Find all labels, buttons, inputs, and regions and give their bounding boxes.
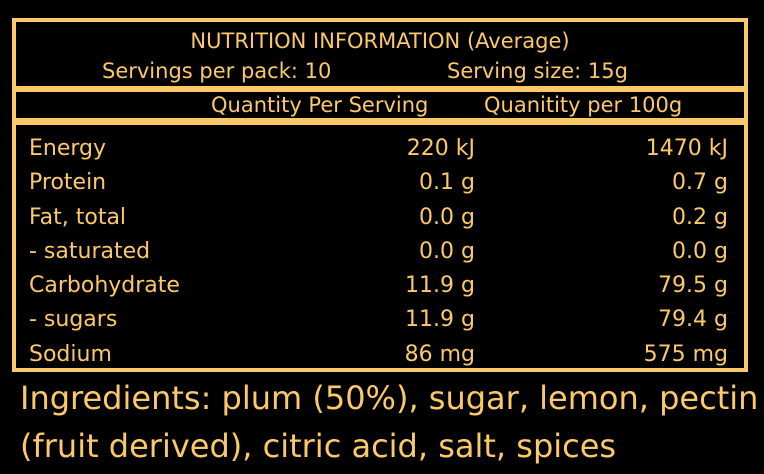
panel-title: NUTRITION INFORMATION (Average) <box>190 29 570 53</box>
nutrient-rows: Energy 220 kJ 1470 kJ Protein 0.1 g 0.7 … <box>16 132 744 372</box>
servings-per-pack: Servings per pack: 10 <box>102 59 332 83</box>
column-header-divider <box>16 118 744 125</box>
nutrient-label: Sodium <box>29 341 112 367</box>
ingredients-text: Ingredients: plum (50%), sugar, lemon, p… <box>20 379 759 465</box>
per-serving-value: 86 mg <box>404 341 475 367</box>
panel-header: NUTRITION INFORMATION (Average) Servings… <box>16 22 744 86</box>
nutrient-row-saturated: - saturated 0.0 g 0.0 g <box>16 235 744 269</box>
per-serving-value: 11.9 g <box>405 273 475 299</box>
nutrient-label: Energy <box>29 136 107 161</box>
nutrient-row-sodium: Sodium 86 mg 575 mg <box>16 338 744 372</box>
nutrient-label: - saturated <box>29 238 151 264</box>
per-100g-value: 575 mg <box>643 341 728 367</box>
nutrient-row-protein: Protein 0.1 g 0.7 g <box>16 166 744 200</box>
per-serving-value: 220 kJ <box>406 136 475 161</box>
per-100g-value: 0.7 g <box>672 170 728 196</box>
nutrient-row-fat-total: Fat, total 0.0 g 0.2 g <box>16 201 744 235</box>
per-100g-value: 1470 kJ <box>645 136 728 161</box>
per-100g-value: 0.0 g <box>672 238 728 264</box>
column-header-per-100g: Quanitity per 100g <box>484 93 683 117</box>
column-header-per-serving: Quantity Per Serving <box>211 93 429 117</box>
nutrient-label: Protein <box>29 170 107 196</box>
per-serving-value: 0.0 g <box>419 204 475 230</box>
per-100g-value: 79.4 g <box>658 307 728 333</box>
per-serving-value: 0.0 g <box>419 238 475 264</box>
nutrient-label: - sugars <box>29 307 118 333</box>
nutrient-row-sugars: - sugars 11.9 g 79.4 g <box>16 303 744 337</box>
serving-size: Serving size: 15g <box>447 59 628 83</box>
nutrition-panel: NUTRITION INFORMATION (Average) Servings… <box>12 18 748 372</box>
per-100g-value: 0.2 g <box>672 204 728 230</box>
nutrient-label: Fat, total <box>29 204 127 230</box>
nutrient-row-carbohydrate: Carbohydrate 11.9 g 79.5 g <box>16 269 744 303</box>
nutrient-label: Carbohydrate <box>29 273 180 299</box>
header-divider <box>16 86 744 92</box>
per-100g-value: 79.5 g <box>658 273 728 299</box>
per-serving-value: 0.1 g <box>419 170 475 196</box>
nutrient-row-energy: Energy 220 kJ 1470 kJ <box>16 132 744 166</box>
per-serving-value: 11.9 g <box>405 307 475 333</box>
